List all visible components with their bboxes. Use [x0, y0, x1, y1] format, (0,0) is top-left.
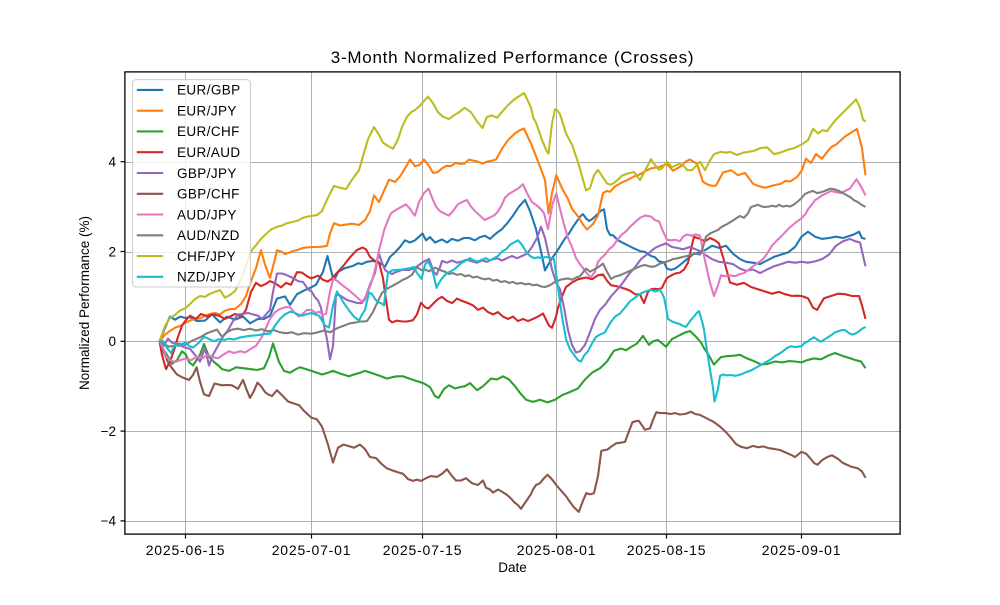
svg-text:EUR/AUD: EUR/AUD — [177, 145, 241, 160]
svg-text:GBP/JPY: GBP/JPY — [177, 166, 237, 181]
svg-text:GBP/CHF: GBP/CHF — [177, 187, 240, 202]
svg-text:EUR/GBP: EUR/GBP — [177, 83, 241, 98]
svg-text:2025-08-01: 2025-08-01 — [517, 542, 597, 558]
svg-text:4: 4 — [108, 155, 116, 170]
svg-text:2025-08-15: 2025-08-15 — [627, 542, 707, 558]
svg-text:−2: −2 — [101, 424, 116, 439]
svg-text:AUD/NZD: AUD/NZD — [177, 228, 240, 243]
svg-text:Normalized Performance (%): Normalized Performance (%) — [77, 216, 92, 390]
svg-text:2: 2 — [108, 244, 116, 259]
svg-text:2025-06-15: 2025-06-15 — [146, 542, 226, 558]
svg-text:EUR/JPY: EUR/JPY — [177, 104, 237, 119]
svg-text:2025-09-01: 2025-09-01 — [762, 542, 842, 558]
svg-text:−4: −4 — [101, 514, 117, 529]
svg-text:EUR/CHF: EUR/CHF — [177, 124, 240, 139]
svg-text:CHF/JPY: CHF/JPY — [177, 249, 236, 264]
svg-text:3-Month Normalized Performance: 3-Month Normalized Performance (Crosses) — [331, 48, 695, 67]
svg-text:0: 0 — [108, 334, 116, 349]
svg-text:AUD/JPY: AUD/JPY — [177, 207, 237, 222]
svg-text:2025-07-01: 2025-07-01 — [272, 542, 352, 558]
svg-text:NZD/JPY: NZD/JPY — [177, 270, 236, 285]
svg-text:2025-07-15: 2025-07-15 — [383, 542, 463, 558]
svg-text:Date: Date — [498, 560, 527, 575]
